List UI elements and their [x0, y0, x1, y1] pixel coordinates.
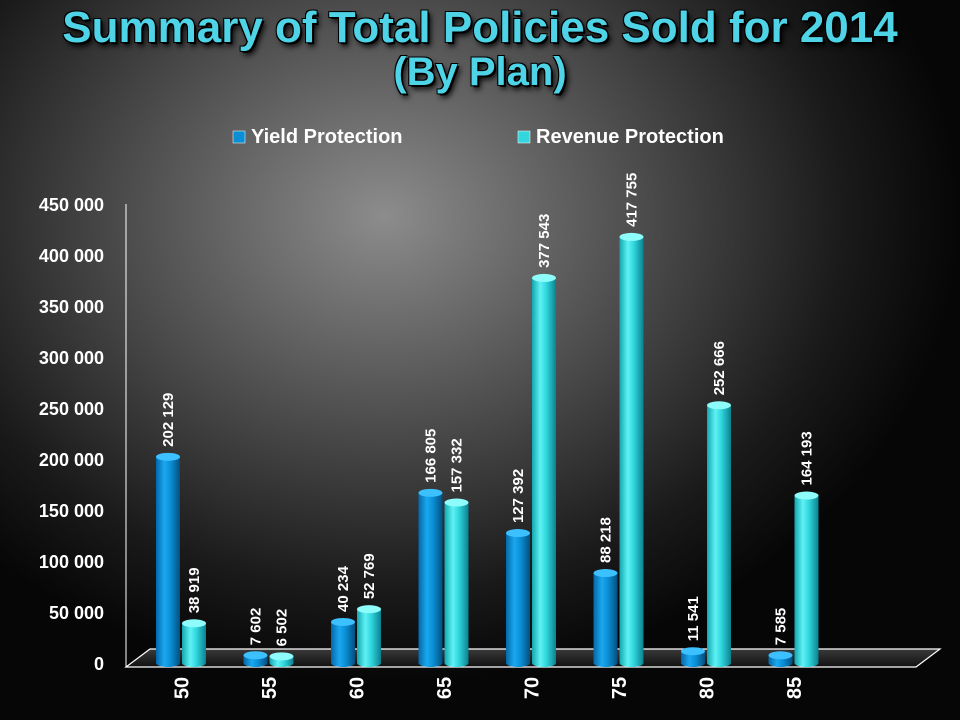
- bar-cap: [444, 498, 469, 507]
- chart-subtitle: (By Plan): [393, 50, 567, 94]
- bar-cap: [768, 651, 793, 660]
- data-label: 377 543: [536, 214, 553, 268]
- bar-revenue-protection: [707, 401, 731, 667]
- legend-swatch: [517, 130, 531, 144]
- x-tick-label: 85: [784, 677, 806, 699]
- bar-yield-protection: [418, 488, 443, 667]
- bar-body: [331, 621, 355, 667]
- data-label: 38 919: [186, 567, 203, 613]
- bar-yield-protection: [243, 651, 268, 667]
- data-label: 157 332: [448, 438, 465, 492]
- bar-revenue-protection: [532, 273, 556, 667]
- bar-cap: [331, 617, 355, 626]
- bar-body: [532, 277, 556, 667]
- data-label: 7 602: [247, 608, 264, 646]
- bar-revenue-protection: [444, 498, 469, 667]
- data-label: 7 585: [772, 608, 789, 646]
- data-label: 164 193: [798, 431, 815, 485]
- data-label: 202 129: [160, 393, 177, 447]
- x-tick-label: 70: [521, 677, 543, 699]
- bar-cap: [269, 652, 294, 661]
- bar-yield-protection: [331, 617, 355, 667]
- y-tick-label: 150 000: [39, 501, 104, 521]
- data-label: 417 755: [623, 173, 640, 227]
- bar-body: [156, 456, 180, 667]
- bar-body: [444, 502, 469, 667]
- bar-revenue-protection: [794, 491, 819, 667]
- legend-label: Revenue Protection: [536, 126, 724, 148]
- bar-cap: [243, 651, 268, 660]
- bar-body: [418, 492, 443, 667]
- bar-revenue-protection: [619, 232, 644, 667]
- y-tick-label: 300 000: [39, 348, 104, 368]
- bar-cap: [357, 605, 381, 614]
- bar-body: [794, 495, 819, 667]
- y-tick-label: 350 000: [39, 297, 104, 317]
- legend-label: Yield Protection: [251, 126, 403, 148]
- x-tick-label: 50: [171, 677, 193, 699]
- bar-yield-protection: [506, 529, 530, 667]
- data-label: 40 234: [335, 565, 352, 612]
- chart-title-block: Summary of Total Policies Sold for 2014 …: [0, 3, 960, 94]
- bar-yield-protection: [681, 647, 705, 667]
- bar-cap: [707, 401, 731, 410]
- legend-swatch: [232, 130, 246, 144]
- bar-body: [681, 651, 705, 667]
- bar-cap: [506, 529, 530, 538]
- data-label: 166 805: [422, 429, 439, 483]
- y-tick-label: 100 000: [39, 552, 104, 572]
- bar-cap: [156, 452, 180, 461]
- bar-cap: [593, 569, 618, 578]
- bar-yield-protection: [156, 452, 180, 667]
- y-tick-label: 400 000: [39, 246, 104, 266]
- bar-revenue-protection: [269, 652, 294, 667]
- data-label: 127 392: [510, 469, 527, 523]
- y-tick-label: 200 000: [39, 450, 104, 470]
- x-tick-label: 55: [259, 677, 281, 699]
- bar-cap: [619, 232, 644, 241]
- y-tick-label: 450 000: [39, 195, 104, 215]
- data-label: 6 502: [273, 609, 290, 647]
- bar-cap: [418, 488, 443, 497]
- bar-yield-protection: [768, 651, 793, 667]
- data-label: 252 666: [711, 341, 728, 395]
- y-tick-label: 250 000: [39, 399, 104, 419]
- bar-body: [707, 405, 731, 667]
- y-tick-label: 50 000: [49, 603, 104, 623]
- data-label: 11 541: [685, 596, 702, 641]
- x-tick-label: 75: [609, 677, 631, 699]
- bar-body: [619, 236, 644, 667]
- bar-yield-protection: [593, 569, 618, 667]
- bar-cap: [794, 491, 819, 500]
- bar-cap: [681, 647, 705, 656]
- bar-revenue-protection: [182, 619, 206, 667]
- bar-revenue-protection: [357, 605, 381, 667]
- bar-body: [182, 623, 206, 667]
- data-label: 52 769: [361, 553, 378, 599]
- data-label: 88 218: [597, 517, 614, 563]
- y-tick-label: 0: [94, 654, 104, 674]
- bar-cap: [182, 619, 206, 628]
- bar-cap: [532, 273, 556, 282]
- bar-body: [357, 609, 381, 667]
- x-tick-label: 60: [346, 677, 368, 699]
- x-tick-label: 65: [434, 677, 456, 699]
- bar-body: [593, 573, 618, 667]
- bar-body: [506, 533, 530, 667]
- x-tick-label: 80: [696, 677, 718, 699]
- chart-title: Summary of Total Policies Sold for 2014: [62, 3, 898, 52]
